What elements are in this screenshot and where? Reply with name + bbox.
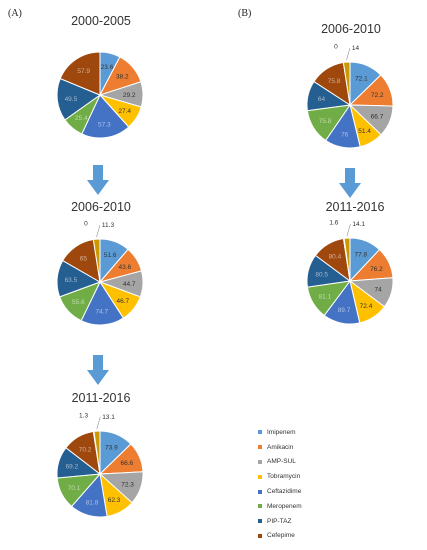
data-label-cefepime: 80.4 <box>329 254 342 261</box>
data-label-other-a: 1.6 <box>329 220 338 227</box>
pie-slice-other-b <box>93 430 101 475</box>
legend-label: Cefepime <box>267 532 295 540</box>
pie-chart-2006-2010-b: 72.1 72.2 66.751.4 76 75.8 64 75.8 0 14 <box>306 44 394 149</box>
data-label-cefepime: 70.2 <box>79 446 92 453</box>
data-label-ceftazidime: 81.8 <box>86 500 99 507</box>
chart-title: 2006-2010 <box>71 200 131 214</box>
data-label-amp-sul: 72.3 <box>121 481 134 488</box>
legend-label: Amikacin <box>267 443 294 451</box>
legend-item: Imipenem <box>258 425 368 440</box>
data-label-meropenem: 81.1 <box>319 293 332 300</box>
legend-swatch <box>258 445 262 450</box>
pie-chart-2011-2016-b: 77.8 76.2 74 72.4 89.7 81.1 80.5 80.4 1.6 14.1 <box>306 220 394 325</box>
data-label-other-a: 0 <box>334 44 338 51</box>
legend-label: Meropenem <box>267 502 302 510</box>
data-label-tobramycin: 72.4 <box>360 303 373 310</box>
down-arrow-icon <box>87 355 109 385</box>
legend-item: Meropenem <box>258 499 368 514</box>
data-label-ceftazidime: 57.3 <box>98 121 111 128</box>
legend-item: Ceftazidime <box>258 484 368 499</box>
data-label-meropenem: 25.4 <box>75 115 88 122</box>
legend-item: AMP-SUL <box>258 455 368 470</box>
legend-item: Cefepime <box>258 529 368 544</box>
data-label-imipenem: 73.9 <box>105 445 118 452</box>
data-label-meropenem: 70.1 <box>68 485 81 492</box>
down-arrow-icon <box>87 165 109 195</box>
leader-line <box>96 225 101 238</box>
legend-label: Ceftazidime <box>267 488 302 496</box>
chart-title: 2000-2005 <box>71 14 131 28</box>
pie-slice-cefepime <box>59 51 101 96</box>
pie-slice-other-b <box>342 61 351 106</box>
legend-label: Tobramycin <box>267 473 301 481</box>
legend-item: Amikacin <box>258 440 368 455</box>
panel-label-b: (B) <box>238 8 252 19</box>
data-label-amp-sul: 66.7 <box>371 114 384 121</box>
data-label-other-b: 13.1 <box>102 414 115 421</box>
data-label-other-a: 0 <box>84 221 88 228</box>
panel-label-a: (A) <box>8 8 22 19</box>
data-label-other-b: 11.3 <box>102 222 115 229</box>
legend-swatch <box>258 459 262 464</box>
data-label-cefepime: 75.8 <box>328 78 341 85</box>
data-label-imipenem: 72.1 <box>355 76 368 83</box>
legend-label: PIP-TAZ <box>267 517 292 525</box>
chart-legend: Imipenem Amikacin AMP-SUL Tobramycin Cef… <box>258 425 368 543</box>
data-label-other-b: 14.1 <box>352 221 365 228</box>
data-label-other-a: 1.3 <box>79 413 88 420</box>
data-label-imipenem: 77.8 <box>354 251 367 258</box>
data-label-amikacin: 72.2 <box>371 92 384 99</box>
data-label-ceftazidime: 74.7 <box>95 309 108 316</box>
chart-title: 2006-2010 <box>321 22 381 36</box>
legend-swatch <box>258 519 262 524</box>
data-label-amp-sul: 74 <box>374 287 382 294</box>
leader-line <box>346 48 351 61</box>
legend-swatch <box>258 474 262 479</box>
data-label-ceftazidime: 76 <box>341 131 349 138</box>
data-label-tobramycin: 46.7 <box>116 298 129 305</box>
data-label-pip-taz: 69.2 <box>66 463 79 470</box>
data-label-other-b: 14 <box>352 45 360 52</box>
data-label-pip-taz: 80.5 <box>315 271 328 278</box>
data-label-amikacin: 43.6 <box>118 264 131 271</box>
data-label-tobramycin: 62.3 <box>108 497 121 504</box>
data-label-amikacin: 38.2 <box>116 74 129 81</box>
chart-title: 2011-2016 <box>71 391 131 405</box>
legend-swatch <box>258 489 262 494</box>
data-label-tobramycin: 51.4 <box>358 128 371 135</box>
pie-chart-2000-2005-a: 23.638.2 29.2 27.4 57.3 25.4 49.5 57.9 <box>56 51 144 139</box>
legend-swatch <box>258 533 262 538</box>
leader-line <box>346 224 351 237</box>
data-label-amikacin: 66.6 <box>120 460 133 467</box>
legend-label: Imipenem <box>267 428 296 436</box>
data-label-amikacin: 76.2 <box>370 266 383 273</box>
legend-swatch <box>258 504 262 509</box>
pie-slice-ceftazidime <box>80 280 125 326</box>
pie-chart-2011-2016-a: 73.9 66.6 72.3 62.3 81.8 70.1 69.2 70.2 1.3 13.1 <box>56 413 144 518</box>
data-label-imipenem: 51.6 <box>104 252 117 259</box>
data-label-imipenem: 23.6 <box>101 64 114 71</box>
data-label-cefepime: 65 <box>80 255 88 262</box>
data-label-cefepime: 57.9 <box>77 68 90 75</box>
legend-swatch <box>258 430 262 435</box>
data-label-tobramycin: 27.4 <box>118 108 131 115</box>
legend-item: Tobramycin <box>258 469 368 484</box>
pie-chart-2006-2010-a: 51.643.6 44.7 46.7 74.7 55.6 63.5 65 0 11.3 <box>56 221 144 326</box>
data-label-ceftazidime: 89.7 <box>338 307 351 314</box>
data-label-pip-taz: 63.5 <box>65 277 78 284</box>
down-arrow-icon <box>339 168 361 198</box>
data-label-pip-taz: 64 <box>318 96 326 103</box>
legend-label: AMP-SUL <box>267 458 296 466</box>
leader-line <box>96 417 101 430</box>
data-label-amp-sul: 44.7 <box>123 281 136 288</box>
data-label-amp-sul: 29.2 <box>123 92 136 99</box>
legend-item: PIP-TAZ <box>258 514 368 529</box>
data-label-pip-taz: 49.5 <box>65 96 78 103</box>
pie-slice-other-b <box>343 237 351 282</box>
pie-slice-other-b <box>92 238 101 283</box>
pie-slice-ceftazidime <box>81 94 130 139</box>
data-label-meropenem: 75.8 <box>319 118 332 125</box>
chart-title: 2011-2016 <box>325 200 385 214</box>
data-label-meropenem: 55.6 <box>72 299 85 306</box>
